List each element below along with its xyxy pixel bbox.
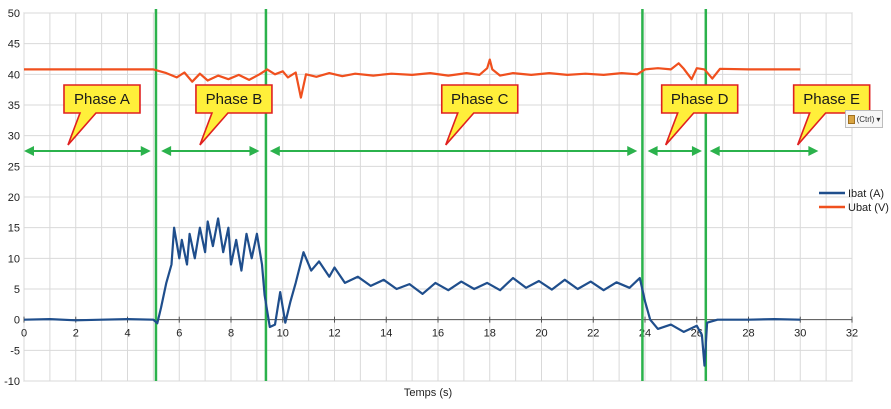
- phase-callout: Phase A: [63, 84, 141, 146]
- y-tick-label: 25: [8, 161, 20, 173]
- x-tick-label: 6: [176, 328, 182, 340]
- series-line: [23, 217, 801, 367]
- legend: Ibat (A) Ubat (V): [819, 188, 889, 214]
- y-tick-label: 50: [8, 8, 20, 20]
- x-tick-label: 18: [484, 328, 496, 340]
- x-tick-label: 12: [328, 328, 340, 340]
- paste-options-label: (Ctrl): [856, 114, 875, 124]
- callout-label: Phase E: [803, 91, 860, 108]
- arrow-head-right: [691, 146, 702, 156]
- phase-callout: Phase C: [440, 84, 519, 146]
- phase-arrow: [269, 146, 638, 156]
- phase-callout: Phase D: [660, 84, 739, 146]
- phase-boundaries: [154, 9, 708, 381]
- y-tick-label: 15: [8, 223, 20, 235]
- callout-bubble: [195, 84, 273, 146]
- phase-callout: Phase E: [792, 84, 871, 146]
- y-tick-label: 0: [14, 315, 20, 327]
- arrow-head-left: [647, 146, 658, 156]
- arrow-head-left: [24, 146, 34, 156]
- legend-label: Ubat (V): [848, 202, 889, 214]
- x-tick-label: 0: [21, 328, 27, 340]
- y-tick-label: 10: [8, 253, 20, 265]
- callout-bubble: [660, 84, 739, 146]
- series-lines: [23, 58, 801, 367]
- paste-options-button[interactable]: (Ctrl) ▾: [845, 110, 883, 128]
- y-tick-label: 30: [8, 131, 20, 143]
- callout-label: Phase C: [451, 91, 509, 108]
- arrow-head-left: [269, 146, 280, 156]
- phase-arrows: [24, 146, 819, 156]
- x-tick-label: 14: [380, 328, 392, 340]
- legend-item: Ibat (A): [819, 188, 884, 200]
- clipboard-icon: [847, 114, 855, 124]
- callout-bubble: [63, 84, 141, 146]
- chevron-down-icon: ▾: [876, 114, 881, 124]
- phase-arrow: [709, 146, 819, 156]
- callout-label: Phase D: [671, 91, 729, 108]
- x-tick-label: 22: [587, 328, 599, 340]
- callout-label: Phase B: [206, 91, 263, 108]
- arrow-head-left: [709, 146, 720, 156]
- phase-callouts: Phase A Phase B Phase C Phase D Phase E: [63, 84, 871, 146]
- x-tick-label: 32: [846, 328, 858, 340]
- x-tick-label: 30: [794, 328, 806, 340]
- phase-arrow: [24, 146, 151, 156]
- x-tick-label: 28: [742, 328, 754, 340]
- x-tick-label: 10: [277, 328, 289, 340]
- callout-bubble: [792, 84, 871, 146]
- y-tick-label: 45: [8, 39, 20, 51]
- arrow-head-right: [249, 146, 260, 156]
- y-tick-label: -10: [4, 376, 20, 388]
- series-line: [24, 58, 801, 99]
- x-tick-label: 8: [228, 328, 234, 340]
- phase-arrow: [161, 146, 260, 156]
- y-tick-label: 5: [14, 284, 20, 296]
- arrow-head-right: [140, 146, 151, 156]
- y-tick-label: -5: [10, 345, 20, 357]
- arrow-head-right: [627, 146, 638, 156]
- x-tick-label: 24: [639, 328, 651, 340]
- arrow-head-left: [161, 146, 172, 156]
- x-axis-label: Temps (s): [404, 387, 452, 399]
- legend-item: Ubat (V): [819, 202, 889, 214]
- x-tick-label: 4: [124, 328, 130, 340]
- x-tick-label: 20: [535, 328, 547, 340]
- arrow-head-right: [808, 146, 819, 156]
- x-tick-label: 16: [432, 328, 444, 340]
- y-tick-label: 40: [8, 69, 20, 81]
- y-tick-label: 35: [8, 100, 20, 112]
- callout-label: Phase A: [74, 91, 130, 108]
- legend-label: Ibat (A): [848, 188, 884, 200]
- x-tick-label: 2: [73, 328, 79, 340]
- callout-bubble: [440, 84, 519, 146]
- y-tick-label: 20: [8, 192, 20, 204]
- phase-callout: Phase B: [195, 84, 273, 146]
- phase-arrow: [647, 146, 702, 156]
